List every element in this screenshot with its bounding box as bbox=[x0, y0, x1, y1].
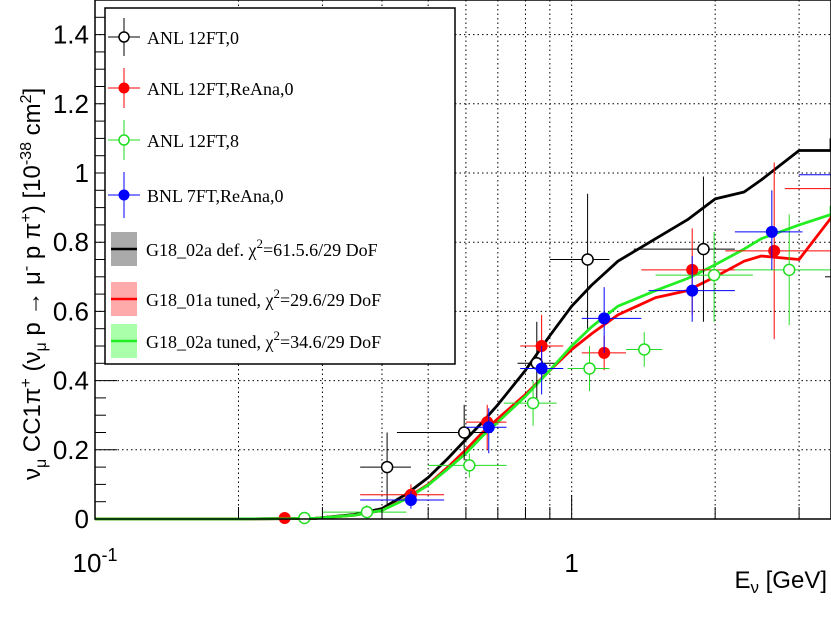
data-points bbox=[238, 162, 831, 525]
y-tick-label: 0.6 bbox=[53, 296, 89, 326]
y-tick-labels: 0 0.2 0.4 0.6 0.8 1 1.2 1.4 bbox=[53, 20, 89, 534]
model-curve-0 bbox=[95, 138, 831, 521]
data-point bbox=[404, 493, 417, 506]
legend-box bbox=[104, 7, 456, 365]
legend-entry-bnl-7ft-reana-0: BNL 7FT,ReAna,0 bbox=[108, 172, 284, 218]
y-axis-title: νμ CC1π+ (νμ p → μ- p π+) [10-38 cm2] bbox=[18, 88, 50, 480]
legend-label: G18_01a tuned, χ2=29.6/29 DoF bbox=[146, 286, 381, 310]
data-point bbox=[707, 268, 721, 282]
data-point bbox=[765, 225, 778, 238]
x-tick-label: 10-1 bbox=[73, 545, 118, 578]
legend-label: G18_02a def. χ2=61.5.6/29 DoF bbox=[146, 236, 378, 260]
data-point bbox=[482, 421, 495, 434]
data-point bbox=[638, 343, 651, 356]
data-series-3 bbox=[360, 174, 831, 509]
data-point bbox=[463, 459, 476, 472]
data-point bbox=[686, 284, 699, 297]
legend-entry-anl-12ft-reana-0: ANL 12FT,ReAna,0 bbox=[108, 68, 293, 108]
y-tick-label: 0.2 bbox=[53, 435, 89, 465]
data-point bbox=[298, 511, 311, 525]
data-point bbox=[768, 244, 781, 257]
legend: ANL 12FT,0 ANL 12FT,ReAna,0 ANL 12FT,8 B… bbox=[104, 7, 456, 365]
legend-label: ANL 12FT,8 bbox=[147, 131, 239, 151]
legend-entry-anl-12ft-0: ANL 12FT,0 bbox=[108, 18, 239, 56]
data-point bbox=[782, 263, 796, 277]
data-series-0 bbox=[360, 176, 831, 506]
legend-marker bbox=[118, 134, 130, 146]
x-axis-title: Eν [GeV] bbox=[734, 567, 827, 597]
y-tick-label: 1 bbox=[75, 158, 89, 188]
legend-entry-anl-12ft-8: ANL 12FT,8 bbox=[108, 120, 239, 160]
data-point bbox=[360, 505, 374, 519]
data-point bbox=[598, 312, 611, 325]
data-point bbox=[581, 253, 594, 266]
data-point bbox=[697, 242, 710, 256]
data-series-2 bbox=[238, 214, 831, 525]
legend-marker bbox=[118, 31, 130, 43]
data-point bbox=[583, 362, 596, 375]
model-curves bbox=[95, 138, 831, 521]
legend-entry-g18-02a-def: G18_02a def. χ2=61.5.6/29 DoF bbox=[111, 232, 378, 266]
legend-marker bbox=[118, 189, 130, 201]
x-tick-label: 1 bbox=[564, 548, 578, 578]
data-point bbox=[526, 396, 540, 410]
legend-entry-g18-01a-tuned: G18_01a tuned, χ2=29.6/29 DoF bbox=[111, 282, 381, 316]
data-point bbox=[457, 426, 471, 439]
legend-label: ANL 12FT,0 bbox=[147, 28, 239, 48]
y-tick-label: 1.2 bbox=[53, 89, 89, 119]
legend-entry-g18-02a-tuned: G18_02a tuned, χ2=34.6/29 DoF bbox=[111, 324, 381, 358]
y-tick-label: 1.4 bbox=[53, 20, 89, 50]
data-point bbox=[535, 362, 548, 375]
y-tick-label: 0.4 bbox=[53, 366, 89, 396]
model-curve-2 bbox=[95, 205, 831, 521]
legend-marker bbox=[118, 82, 130, 94]
y-tick-label: 0 bbox=[75, 504, 89, 534]
x-tick-labels: 10-1 1 bbox=[73, 545, 579, 578]
data-point bbox=[380, 460, 394, 474]
legend-label: BNL 7FT,ReAna,0 bbox=[147, 186, 284, 206]
legend-label: ANL 12FT,ReAna,0 bbox=[147, 79, 293, 99]
legend-label: G18_02a tuned, χ2=34.6/29 DoF bbox=[146, 328, 381, 352]
y-tick-label: 0.8 bbox=[53, 227, 89, 257]
